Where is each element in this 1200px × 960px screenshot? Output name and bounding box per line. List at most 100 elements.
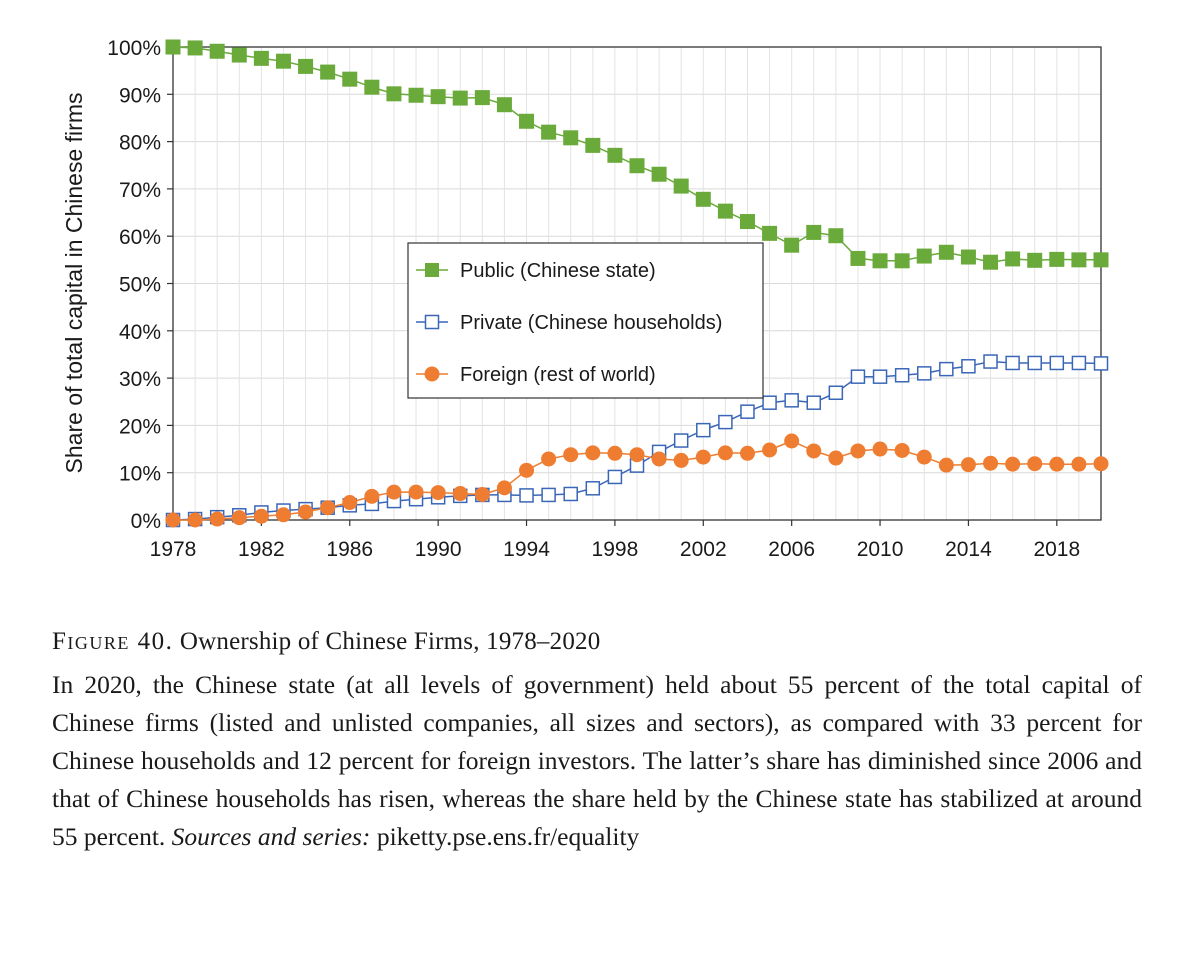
y-tick-label: 60% <box>119 226 161 249</box>
data-point <box>983 354 998 369</box>
data-point <box>496 480 512 496</box>
data-point <box>253 508 269 524</box>
y-tick-label: 70% <box>119 179 161 202</box>
legend-item-private: Private (Chinese households) <box>416 312 722 334</box>
ownership-chart: 0%10%20%30%40%50%60%70%80%90%100% 1978 19… <box>61 37 1109 561</box>
data-point <box>828 450 844 466</box>
data-point <box>563 130 579 146</box>
data-point <box>916 449 932 465</box>
data-point <box>850 369 866 384</box>
data-point <box>784 433 800 449</box>
legend: Public (Chinese state) Private (Chinese … <box>407 242 764 399</box>
x-tick-label: 1994 <box>503 538 550 561</box>
data-point <box>519 113 535 129</box>
data-point <box>1093 456 1109 472</box>
data-point <box>1071 456 1087 472</box>
y-tick-label: 100% <box>107 37 161 60</box>
data-point <box>739 445 755 461</box>
data-point <box>872 253 888 269</box>
data-point <box>673 433 689 448</box>
data-point <box>187 512 203 528</box>
legend-label-public: Public (Chinese state) <box>460 260 656 282</box>
data-point <box>165 512 181 528</box>
data-point <box>717 203 733 219</box>
data-point <box>717 445 733 461</box>
data-point <box>762 395 777 410</box>
data-point <box>519 462 535 478</box>
series-public <box>165 39 1109 270</box>
series-layer <box>165 39 1109 528</box>
data-point <box>364 488 380 504</box>
data-point <box>585 481 601 496</box>
data-point <box>320 500 336 516</box>
data-point <box>430 89 446 105</box>
x-tick-label: 1990 <box>415 538 462 561</box>
data-point <box>1049 355 1065 371</box>
data-point <box>806 443 822 459</box>
figure-caption: Figure 40. Ownership of Chinese Firms, 1… <box>52 628 1142 856</box>
legend-marker-square-open <box>424 314 440 330</box>
data-point <box>1005 251 1021 267</box>
data-point <box>607 147 623 163</box>
data-point <box>541 451 557 467</box>
data-point <box>960 457 976 473</box>
data-point <box>1027 252 1043 268</box>
data-point <box>541 124 557 140</box>
data-point <box>673 178 689 194</box>
x-tick-label: 2002 <box>680 538 727 561</box>
data-point <box>762 225 778 241</box>
data-point <box>916 366 932 381</box>
data-point <box>1005 355 1020 371</box>
data-point <box>961 359 976 374</box>
data-point <box>1071 355 1087 371</box>
data-point <box>386 484 402 500</box>
data-point <box>916 248 932 264</box>
data-point <box>850 443 866 459</box>
data-point <box>806 224 822 240</box>
y-tick-label: 20% <box>119 415 161 438</box>
data-point <box>739 214 755 230</box>
data-point <box>231 510 247 526</box>
data-point <box>430 485 446 501</box>
data-point <box>1049 251 1065 267</box>
y-tick-label: 40% <box>119 321 161 344</box>
data-point <box>938 457 954 473</box>
data-point <box>695 449 711 465</box>
sources-url: piketty.pse.ens.fr/equality <box>376 822 640 851</box>
data-point <box>1071 252 1087 268</box>
data-point <box>894 442 910 458</box>
data-point <box>320 64 336 80</box>
legend-label-foreign: Foreign (rest of world) <box>460 364 656 386</box>
data-point <box>253 50 269 66</box>
x-tick-label: 2014 <box>945 538 992 561</box>
data-point <box>298 504 314 520</box>
data-point <box>364 79 380 95</box>
data-point <box>983 455 999 471</box>
y-tick-label: 30% <box>119 368 161 391</box>
data-point <box>784 393 799 408</box>
data-point <box>939 361 954 377</box>
figure-body: In 2020, the Chinese state (at all level… <box>52 666 1142 856</box>
data-point <box>696 422 711 438</box>
data-point <box>408 87 424 103</box>
data-point <box>1027 456 1043 472</box>
data-point <box>209 43 225 59</box>
data-point <box>828 228 844 244</box>
data-point <box>452 90 468 106</box>
data-point <box>342 71 358 87</box>
data-point <box>563 447 579 463</box>
legend-label-private: Private (Chinese households) <box>460 312 722 334</box>
data-point <box>1093 252 1109 268</box>
data-point <box>519 488 534 503</box>
data-point <box>872 441 888 457</box>
data-point <box>1093 356 1109 371</box>
legend-marker-circle-filled <box>424 366 440 382</box>
data-point <box>651 451 667 467</box>
data-point <box>408 484 424 500</box>
data-point <box>695 191 711 207</box>
data-point <box>960 249 976 265</box>
figure-title-line: Figure 40. Ownership of Chinese Firms, 1… <box>52 628 1142 656</box>
data-point <box>298 58 314 74</box>
data-point <box>585 445 601 461</box>
data-point <box>828 385 844 401</box>
